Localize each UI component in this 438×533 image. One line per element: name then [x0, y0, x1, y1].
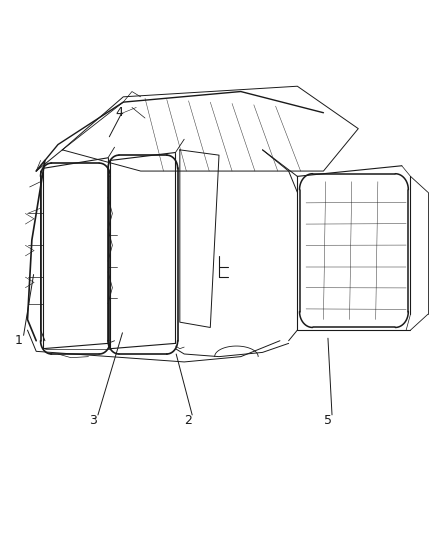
Text: 2: 2	[184, 414, 192, 427]
Text: 5: 5	[324, 414, 332, 427]
Text: 1: 1	[15, 334, 23, 347]
Text: 3: 3	[89, 414, 97, 427]
Text: 4: 4	[115, 106, 123, 119]
